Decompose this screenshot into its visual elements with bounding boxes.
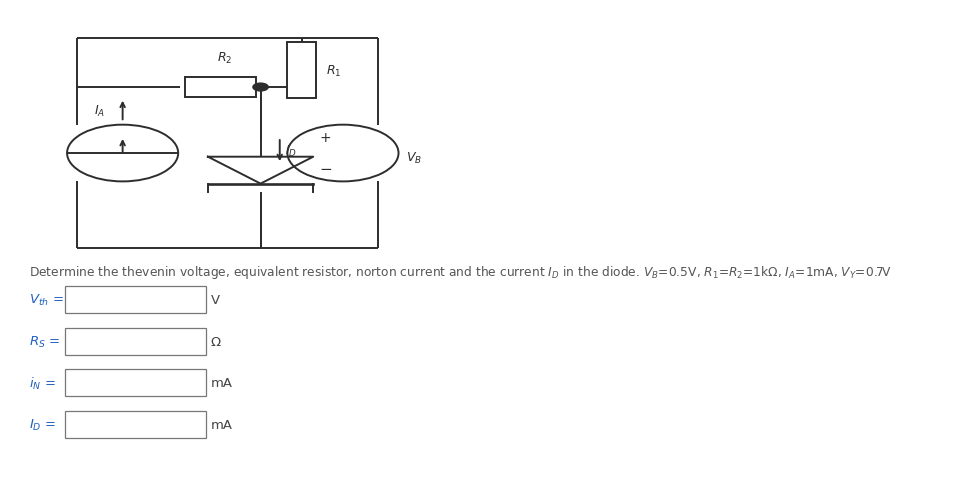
Text: +: +	[320, 131, 331, 145]
Polygon shape	[208, 157, 313, 184]
Bar	[65, 287, 206, 314]
Text: $R_1$: $R_1$	[326, 63, 341, 79]
Circle shape	[253, 84, 268, 92]
Text: $i_N$ =: $i_N$ =	[29, 375, 56, 391]
Bar	[287, 43, 316, 99]
Text: $I_D$: $I_D$	[285, 144, 298, 159]
Bar	[65, 411, 206, 438]
Text: mA: mA	[211, 377, 233, 389]
Text: V: V	[211, 294, 220, 306]
Text: $R_S$ =: $R_S$ =	[29, 334, 60, 349]
Text: Determine the thevenin voltage, equivalent resistor, norton current and the curr: Determine the thevenin voltage, equivale…	[29, 264, 892, 281]
Text: $V_{th}$ =: $V_{th}$ =	[29, 293, 63, 307]
Text: $R_2$: $R_2$	[217, 50, 233, 65]
Bar	[65, 370, 206, 396]
Text: mA: mA	[211, 418, 233, 431]
Text: −: −	[319, 162, 332, 177]
Text: $I_A$: $I_A$	[94, 103, 105, 118]
Bar	[185, 78, 256, 98]
Text: $I_D$ =: $I_D$ =	[29, 417, 56, 432]
Text: Ω: Ω	[211, 335, 221, 348]
Bar	[65, 328, 206, 355]
Text: $V_B$: $V_B$	[406, 151, 422, 166]
